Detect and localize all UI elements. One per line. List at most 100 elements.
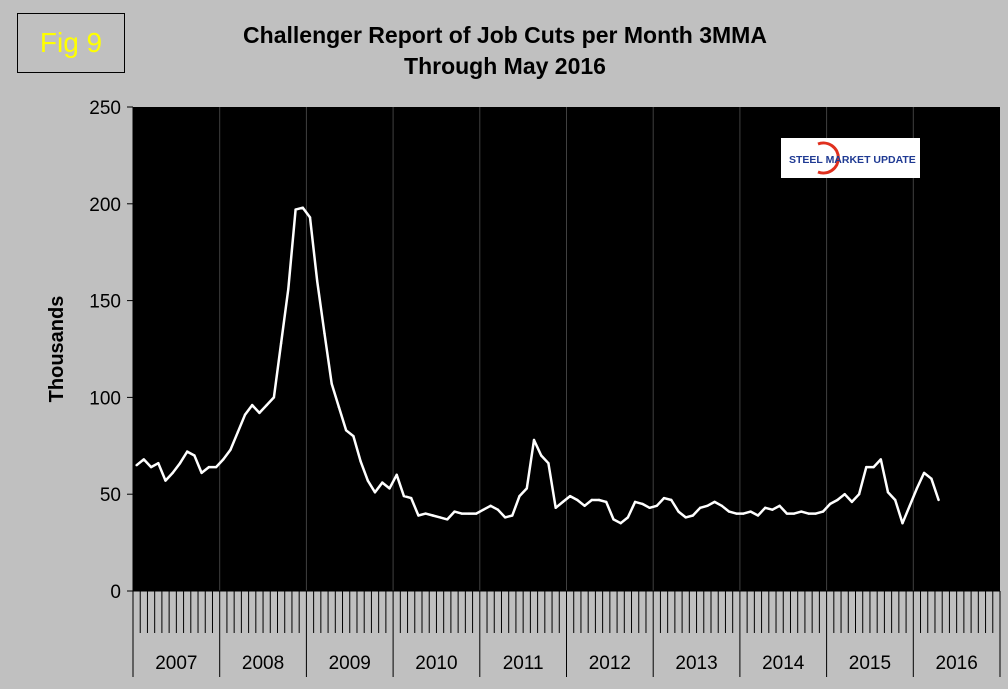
data-point [373,491,377,494]
x-tick-label: 2012 [589,653,631,674]
data-point [431,514,434,517]
x-tick-label: 2014 [762,653,805,674]
data-point [706,504,709,507]
data-point [836,498,839,502]
data-point [532,438,536,442]
data-point [684,516,687,519]
data-point [764,506,767,509]
data-point [193,454,196,457]
x-tick-label: 2008 [242,653,284,674]
data-point [547,462,550,465]
data-point [337,405,341,409]
data-point [800,510,803,513]
data-point [395,473,398,476]
data-point [251,403,254,407]
data-point [453,510,456,513]
x-tick-label: 2015 [849,653,891,674]
data-point [915,487,919,490]
data-point [467,512,471,515]
data-point [850,500,854,504]
data-point [265,403,268,407]
data-point [525,487,528,490]
figure-label: Fig 9 [17,13,125,73]
data-point [749,510,752,513]
chart-subtitle: Through May 2016 [404,53,606,79]
data-point [424,512,427,515]
data-point [511,514,514,517]
data-point [814,512,817,515]
data-point [496,508,500,511]
data-point [352,434,355,438]
data-point [489,504,492,507]
steel-market-update-logo: STEEL MARKET UPDATE [781,138,920,178]
data-point [518,494,521,498]
data-point [626,516,630,519]
data-point [279,342,283,345]
data-point [778,504,781,507]
data-point [438,516,442,519]
data-point [641,502,644,506]
data-point [272,396,276,399]
data-point [735,512,738,515]
data-point [908,504,911,507]
data-point [417,514,420,517]
data-point [214,465,218,469]
data-point [200,471,203,475]
data-point [164,479,167,482]
data-point [410,496,413,500]
data-point [149,465,153,469]
data-point [865,465,868,469]
x-tick-label: 2016 [936,653,978,674]
data-point [402,494,406,498]
data-point [323,332,326,335]
chart-title: Challenger Report of Job Cuts per Month … [243,22,767,48]
data-point [619,522,622,525]
data-point [236,431,239,434]
data-point [590,498,593,502]
data-point [583,504,586,507]
data-point [771,508,774,511]
data-point [142,458,145,461]
data-point [894,498,897,502]
data-point [178,462,182,465]
data-point [258,411,261,415]
series-line [135,206,940,525]
x-tick-label: 2007 [155,653,197,674]
data-point [648,506,651,509]
y-tick-label: 200 [89,195,121,216]
data-point [576,498,579,502]
data-point [330,382,333,385]
data-point [922,471,926,475]
data-point [243,413,247,416]
data-point [901,522,904,525]
x-tick-label: 2011 [503,653,544,674]
y-tick-label: 100 [89,388,121,409]
y-tick-label: 50 [100,485,121,506]
data-point [171,471,174,475]
data-point [381,481,384,484]
data-point [879,458,882,461]
data-point [308,216,312,219]
data-point [301,206,304,209]
data-point [359,460,362,463]
data-point [597,498,601,502]
y-axis-label: Thousands [46,296,68,403]
data-point [792,512,796,515]
data-point [662,496,666,500]
data-point [316,280,319,283]
y-tick-label: 150 [89,292,121,313]
data-point [366,479,369,482]
x-tick-label: 2013 [675,653,717,674]
data-point [727,510,731,513]
data-point [612,518,615,521]
data-point [930,477,933,480]
data-point [135,464,138,467]
data-point [937,498,940,502]
data-point [554,506,557,509]
data-point [691,514,695,517]
data-point [561,500,565,504]
data-point [344,429,348,432]
data-point [807,512,810,515]
data-point [821,510,825,513]
data-point [756,514,760,517]
